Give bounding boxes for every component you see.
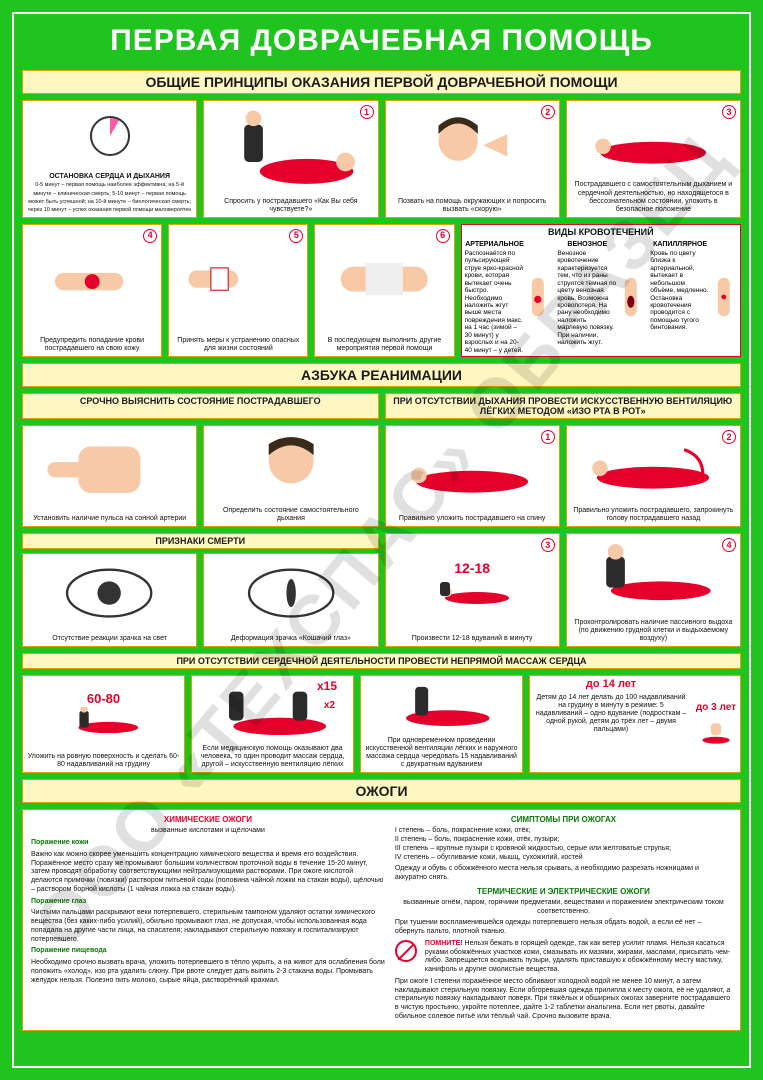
section2-death-row: ПРИЗНАКИ СМЕРТИ Отсутствие реакции зрачк… (22, 533, 741, 647)
card-vent4: 4 Проконтролировать наличие пассивного в… (566, 533, 741, 647)
section2-subheaders: СРОЧНО ВЫЯСНИТЬ СОСТОЯНИЕ ПОСТРАДАВШЕГО … (22, 393, 741, 419)
card-step5: 5 Принять меры к устранению опасных для … (168, 224, 308, 358)
burns-left: ХИМИЧЕСКИЕ ОЖОГИ вызванные кислотами и щ… (31, 815, 385, 1024)
card-step2: 2 Позвать на помощь окружающих и попроси… (385, 100, 560, 218)
bleed-capillary: КАПИЛЛЯРНОЕКровь по цвету близка к артер… (647, 239, 740, 357)
bleed-arterial: АРТЕРИАЛЬНОЕРаспознаётся по пульсирующей… (462, 239, 555, 357)
no-run-icon (395, 940, 417, 962)
bleeding-types: ВИДЫ КРОВОТЕЧЕНИЙ АРТЕРИАЛЬНОЕРаспознаёт… (461, 224, 741, 358)
section1-row1: ОСТАНОВКА СЕРДЦА И ДЫХАНИЯ0-5 минут – пе… (22, 100, 741, 218)
card-vent3: 3 12-18 Произвести 12-18 вдуваний в мину… (385, 533, 560, 647)
cpr-row: 60-80 Уложить на ровную поверхность и сд… (22, 675, 741, 773)
card-death2: Деформация зрачка «Кошачий глаз» (203, 553, 378, 647)
cpr-header: ПРИ ОТСУТСТВИИ СЕРДЕЧНОЙ ДЕЯТЕЛЬНОСТИ ПР… (22, 653, 741, 669)
cpr1: 60-80 Уложить на ровную поверхность и сд… (22, 675, 185, 773)
card-heart-stop: ОСТАНОВКА СЕРДЦА И ДЫХАНИЯ0-5 минут – пе… (22, 100, 197, 218)
card-vent2: 2 Правильно уложить пострадавшего, запро… (566, 425, 741, 527)
section1-header: ОБЩИЕ ПРИНЦИПЫ ОКАЗАНИЯ ПЕРВОЙ ДОВРАЧЕБН… (22, 70, 741, 94)
burns-right: СИМПТОМЫ ПРИ ОЖОГАХ I степень – боль, по… (395, 815, 732, 1024)
main-title: ПЕРВАЯ ДОВРАЧЕБНАЯ ПОМОЩЬ (22, 22, 741, 64)
card-step4: 4 Предупредить попадание крови пострадав… (22, 224, 162, 358)
card-pulse: Установить наличие пульса на сонной арте… (22, 425, 197, 527)
clock-icon (23, 101, 196, 170)
badge-3: 3 (722, 105, 736, 119)
cpr2: x15 x2 Если медицинскую помощь оказывают… (191, 675, 354, 773)
badge-1: 1 (360, 105, 374, 119)
card-breath: Определить состояние самостоятельного ды… (203, 425, 378, 527)
section2-row1: Установить наличие пульса на сонной арте… (22, 425, 741, 527)
poster-frame: ПЕРВАЯ ДОВРАЧЕБНАЯ ПОМОЩЬ ОБЩИЕ ПРИНЦИПЫ… (12, 12, 751, 1068)
card-step6: 6 В последующем выполнить другие меропри… (314, 224, 454, 358)
section3-header: ОЖОГИ (22, 779, 741, 803)
card-death1: Отсутствие реакции зрачка на свет (22, 553, 197, 647)
card-step3: 3 Пострадавшего с самостоятельным дыхани… (566, 100, 741, 218)
burns-panel: ХИМИЧЕСКИЕ ОЖОГИ вызванные кислотами и щ… (22, 809, 741, 1030)
section1-row2: 4 Предупредить попадание крови пострадав… (22, 224, 741, 358)
bleed-venous: ВЕНОЗНОЕВенозное кровотечение характериз… (554, 239, 647, 357)
cpr3: При одновременном проведении искусственн… (360, 675, 523, 773)
badge-2: 2 (541, 105, 555, 119)
card-vent1: 1 Правильно уложить пострадавшего на спи… (385, 425, 560, 527)
section2-header: АЗБУКА РЕАНИМАЦИИ (22, 363, 741, 387)
cpr4: до 14 лет Детям до 14 лет делать до 100 … (529, 675, 741, 773)
card-step1: 1 Спросить у пострадавшего «Как Вы себя … (203, 100, 378, 218)
